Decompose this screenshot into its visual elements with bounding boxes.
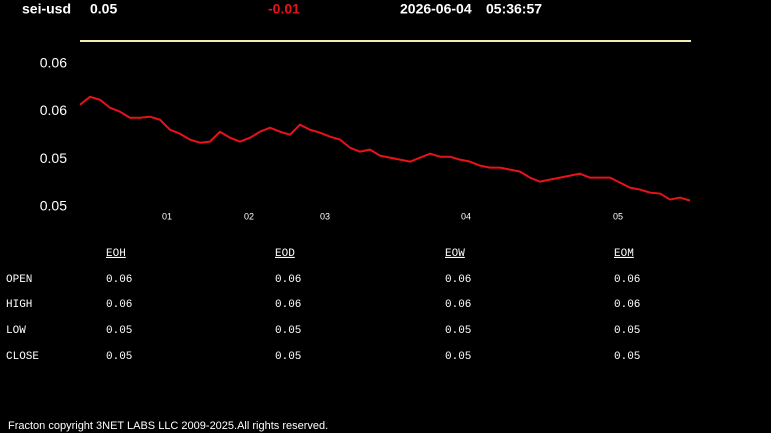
price: 0.05: [90, 1, 117, 17]
column-header: EOD: [275, 248, 295, 260]
symbol: sei-usd: [22, 1, 71, 17]
cell: 0.06: [275, 299, 301, 311]
column-header: EOH: [106, 248, 126, 260]
change: -0.01: [268, 1, 300, 17]
y-tick-label: 0.06: [40, 102, 67, 118]
cell: 0.06: [275, 274, 301, 286]
cell: 0.05: [614, 325, 640, 337]
row-label: CLOSE: [6, 351, 39, 363]
column-header: EOM: [614, 248, 634, 260]
price-line: [79, 95, 691, 202]
date: 2026-06-04: [400, 1, 472, 17]
cell: 0.05: [445, 325, 471, 337]
cell: 0.06: [445, 274, 471, 286]
cell: 0.06: [106, 299, 132, 311]
x-tick-label: 03: [320, 211, 330, 221]
y-tick-label: 0.05: [40, 150, 67, 166]
cell: 0.05: [106, 351, 132, 363]
time: 05:36:57: [486, 1, 542, 17]
cell: 0.05: [106, 325, 132, 337]
cell: 0.06: [445, 299, 471, 311]
cell: 0.05: [275, 351, 301, 363]
cell: 0.06: [614, 299, 640, 311]
x-tick-label: 02: [244, 211, 254, 221]
cell: 0.06: [614, 274, 640, 286]
cell: 0.05: [614, 351, 640, 363]
x-tick-label: 04: [461, 211, 471, 221]
x-tick-label: 05: [613, 211, 623, 221]
y-tick-label: 0.06: [40, 55, 67, 71]
cell: 0.05: [275, 325, 301, 337]
row-label: LOW: [6, 325, 26, 337]
cell: 0.06: [106, 274, 132, 286]
column-header: EOW: [445, 248, 465, 260]
row-label: OPEN: [6, 274, 32, 286]
y-tick-label: 0.05: [40, 197, 67, 213]
row-label: HIGH: [6, 299, 32, 311]
x-tick-label: 01: [162, 211, 172, 221]
cell: 0.05: [445, 351, 471, 363]
footer: Fracton copyright 3NET LABS LLC 2009-202…: [8, 420, 328, 432]
